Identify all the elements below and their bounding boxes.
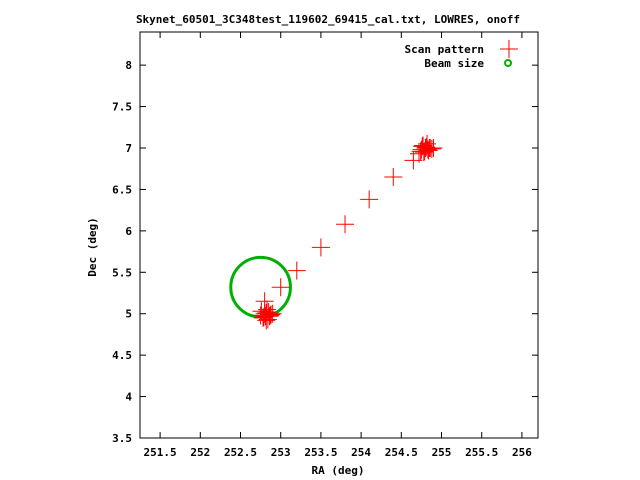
scan-point — [336, 215, 355, 234]
y-tick-label: 5.5 — [112, 266, 132, 279]
x-tick-label: 252 — [190, 446, 210, 459]
y-tick-label: 7 — [125, 142, 132, 155]
scan-point — [384, 168, 403, 186]
plot-frame — [139, 31, 539, 439]
x-axis: 251.5 252 252.5 253 253.5 254 254.5 255 255.5 256 — [144, 32, 532, 459]
x-tick-label: 254 — [351, 446, 371, 459]
scan-point — [261, 306, 280, 325]
legend-marker-scan-pattern — [500, 40, 518, 58]
y-tick-label: 4.5 — [112, 349, 132, 362]
chart-title: Skynet_60501_3C348test_119602_69415_cal.… — [136, 13, 520, 26]
y-axis-label: Dec (deg) — [86, 217, 99, 277]
scan-point — [411, 142, 430, 161]
legend-label-scan-pattern: Scan pattern — [405, 43, 484, 56]
y-tick-label: 8 — [125, 59, 132, 72]
scan-point — [360, 190, 379, 209]
x-tick-label: 253.5 — [304, 446, 337, 459]
y-tick-label: 5 — [125, 308, 132, 321]
scan-point — [424, 139, 443, 157]
scan-point — [287, 261, 306, 280]
x-tick-label: 251.5 — [144, 446, 177, 459]
x-tick-label: 252.5 — [224, 446, 257, 459]
x-tick-label: 256 — [512, 446, 532, 459]
scan-point — [255, 292, 274, 311]
x-tick-label: 253 — [271, 446, 291, 459]
x-axis-label: RA (deg) — [312, 464, 365, 477]
scan-point — [259, 303, 278, 322]
y-tick-label: 4 — [125, 391, 132, 404]
y-tick-label: 6.5 — [112, 183, 132, 196]
scan-point — [271, 278, 290, 297]
y-axis: 3.5 4 4.5 5 5.5 6 6.5 7 7.5 8 — [112, 59, 538, 445]
x-tick-label: 255.5 — [465, 446, 498, 459]
legend-label-beam-size: Beam size — [424, 57, 484, 70]
y-tick-label: 7.5 — [112, 101, 132, 114]
legend: Scan pattern Beam size — [405, 40, 518, 70]
y-tick-label: 6 — [125, 225, 132, 238]
x-tick-label: 254.5 — [385, 446, 418, 459]
scan-point — [257, 303, 276, 322]
scan-point — [256, 307, 275, 326]
legend-marker-beam-size — [504, 59, 512, 67]
scan-point — [311, 238, 330, 257]
scan-point — [258, 310, 277, 329]
y-tick-label: 3.5 — [112, 432, 132, 445]
x-tick-label: 255 — [432, 446, 452, 459]
data-marks — [229, 134, 443, 330]
